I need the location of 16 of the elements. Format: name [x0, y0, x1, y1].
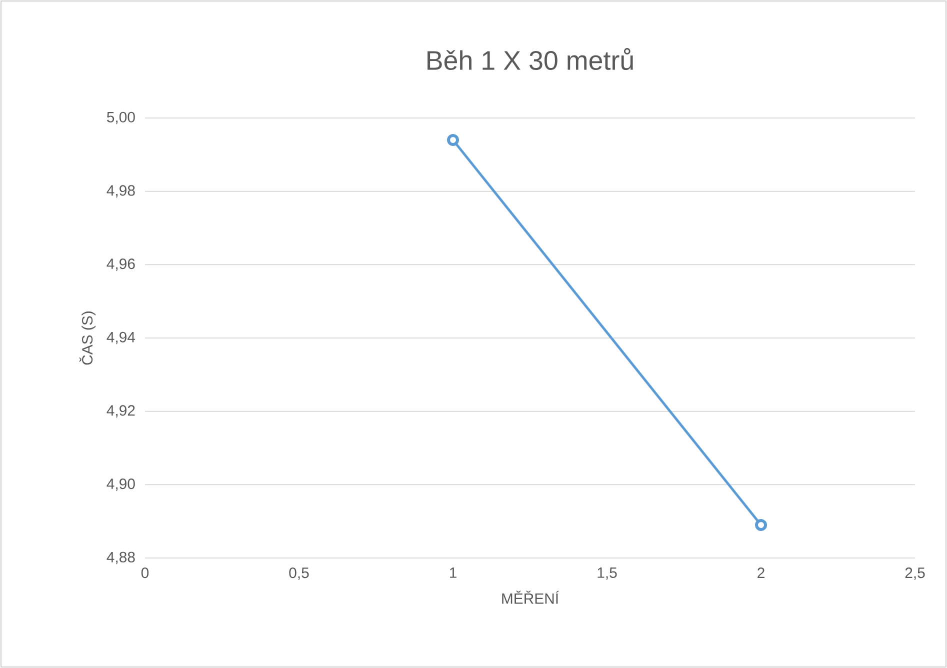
y-tick-label: 4,96: [106, 258, 135, 271]
y-tick-label: 4,98: [106, 185, 135, 198]
x-tick-label: 1,5: [598, 568, 617, 580]
x-tick-label: 0,5: [289, 568, 309, 580]
x-tick-label: 1: [450, 568, 456, 578]
x-tick-label: 2: [758, 568, 764, 578]
y-tick-label: 4,92: [106, 405, 135, 418]
y-tick-label: 5,00: [106, 112, 135, 124]
y-tick-label: 4,90: [106, 478, 135, 491]
x-tick-label: 2,5: [905, 568, 925, 580]
y-axis-title: ČAS (S): [79, 312, 96, 365]
x-axis-title: MĚŘENÍ: [502, 590, 560, 604]
y-tick-label: 4,88: [106, 552, 135, 564]
chart-title: Běh 1 X 30 metrů: [428, 48, 633, 70]
x-tick-label: 0: [141, 568, 149, 578]
y-tick-label: 4,94: [106, 332, 136, 344]
